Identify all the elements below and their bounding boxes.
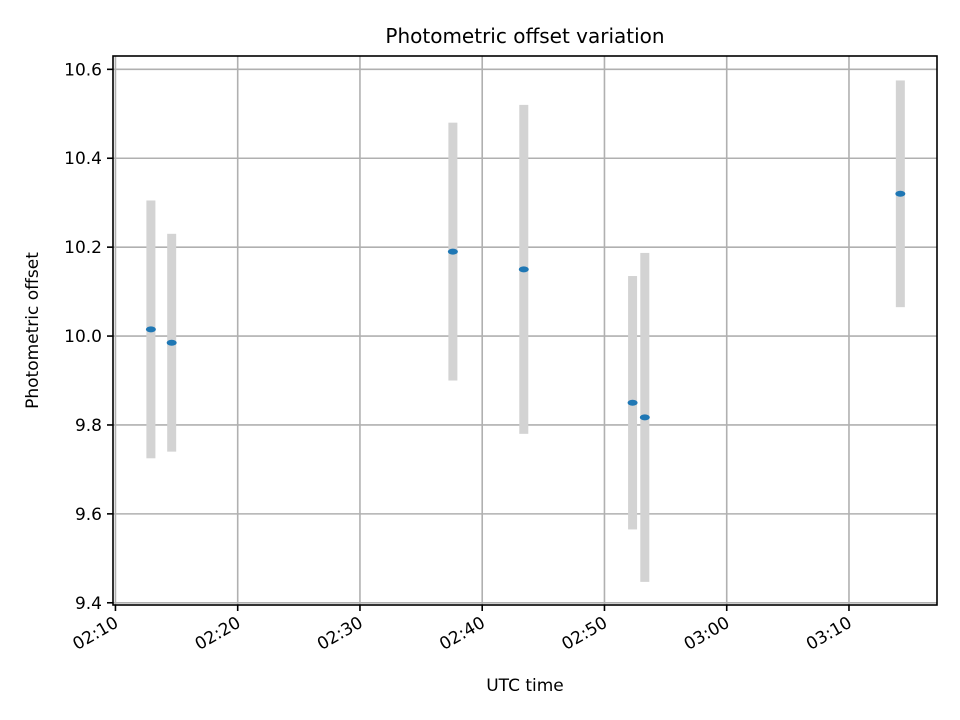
data-point [518,266,529,273]
y-tick-label: 9.6 [75,505,102,525]
y-tick-label: 10.6 [64,60,102,80]
y-tick-label: 10.4 [64,149,102,169]
data-point [639,414,650,421]
data-point [166,339,177,346]
data-points [145,190,906,421]
data-point [627,399,638,406]
plot-frame [112,55,938,606]
y-axis-title: Photometric offset [23,252,43,409]
y-tick-label: 9.8 [75,416,102,436]
y-tick-label: 9.4 [75,594,102,614]
y-tick-label: 10.2 [64,238,102,258]
data-point [447,248,458,255]
data-point [145,326,156,333]
chart-title: Photometric offset variation [385,24,664,48]
x-axis-title: UTC time [486,676,564,696]
y-tick-label: 10.0 [64,327,102,347]
data-point [895,190,906,197]
